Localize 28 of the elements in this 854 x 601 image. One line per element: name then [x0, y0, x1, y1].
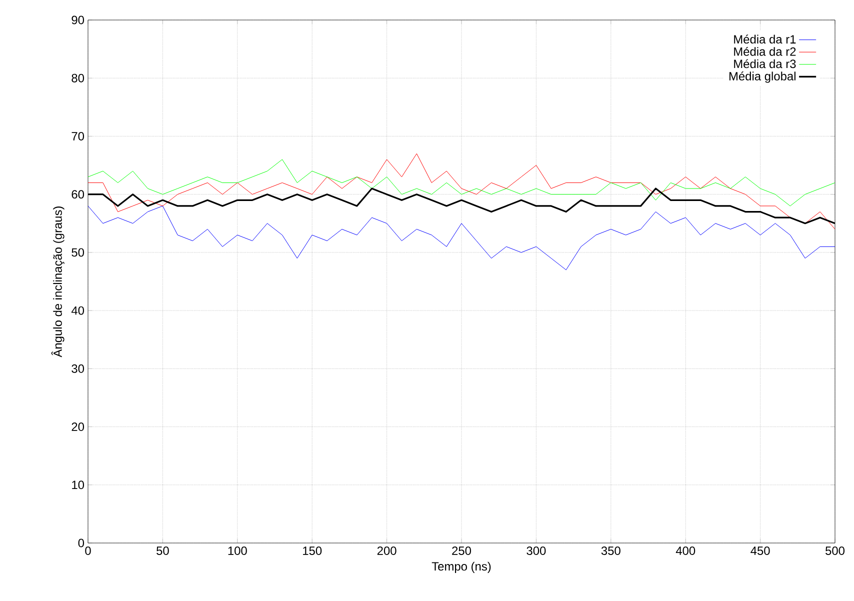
y-tick-label: 20: [72, 422, 84, 431]
y-tick-label: 0: [78, 538, 84, 548]
x-tick-label: 400: [676, 546, 696, 555]
line-series: [88, 206, 836, 270]
y-tick-label: 10: [72, 480, 84, 490]
legend-label: Média da r3: [734, 59, 796, 68]
y-tick-label: 60: [72, 190, 84, 199]
x-tick-label: 250: [452, 546, 472, 555]
y-tick-label: 90: [72, 16, 84, 24]
x-tick-label: 300: [526, 546, 546, 555]
y-tick-label: 30: [72, 364, 84, 373]
legend-label: Média global: [729, 72, 796, 83]
x-tick-label: 100: [228, 546, 247, 555]
y-axis-title: Ângulo de inclinação (graus): [51, 206, 64, 358]
x-tick-label: 50: [156, 546, 169, 555]
x-tick-label: 200: [377, 546, 396, 555]
y-tick-label: 70: [72, 132, 84, 140]
x-axis-title: Tempo (ns): [432, 562, 491, 573]
legend-label: Média da r2: [734, 46, 796, 56]
x-tick-label: 150: [303, 546, 322, 555]
legend-label: Média da r1: [734, 34, 796, 44]
x-tick-label: 0: [85, 546, 91, 555]
x-tick-label: 450: [750, 546, 770, 555]
x-tick-label: 350: [601, 546, 620, 555]
y-tick-label: 80: [72, 74, 84, 82]
y-tick-label: 40: [71, 306, 84, 315]
x-tick-label: 500: [826, 546, 845, 555]
y-tick-label: 50: [72, 248, 84, 257]
